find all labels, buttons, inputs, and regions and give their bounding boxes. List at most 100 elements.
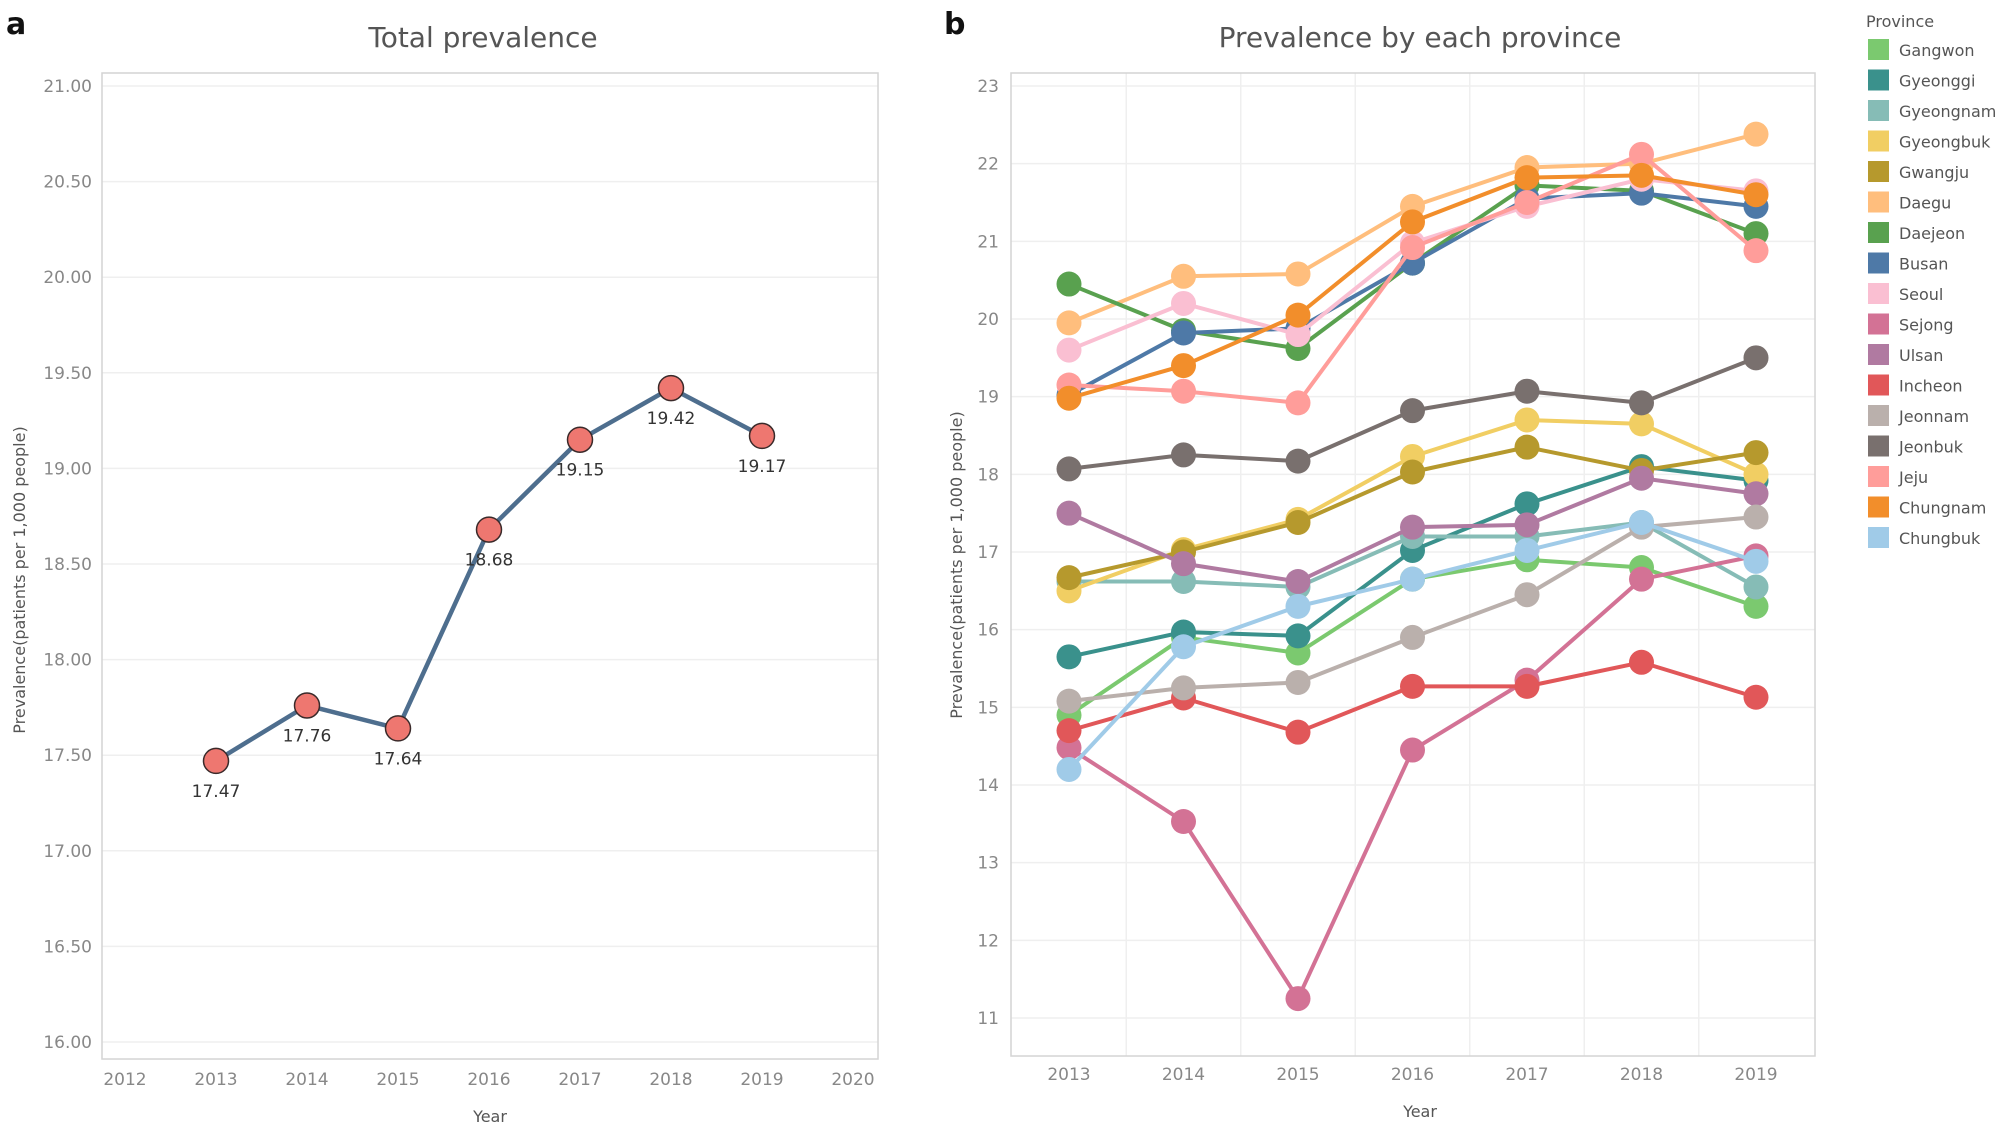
data-point-gangwon <box>1743 593 1769 619</box>
x-tick-label: 2015 <box>376 1070 419 1090</box>
data-point-jeonbuk <box>1514 378 1540 404</box>
series-ulsan <box>1056 465 1769 595</box>
data-point-gwangju <box>1514 434 1540 460</box>
legend-item-busan: Busan <box>1868 252 1948 274</box>
series-jeju <box>1056 141 1769 416</box>
y-tick-label: 21 <box>977 232 999 252</box>
data-label: 17.76 <box>283 726 332 746</box>
chart-b-y-ticks: 11 12 13 14 15 16 17 18 19 20 21 22 23 <box>977 77 999 1029</box>
legend-item-chungbuk: Chungbuk <box>1868 527 1981 548</box>
y-tick-label: 12 <box>977 931 999 951</box>
province-legend: Province Gangwon Gyeonggi Gyeongnam Gyeongb… <box>1866 12 1996 548</box>
data-point-jeonnam <box>1285 669 1311 695</box>
y-tick-label: 18.00 <box>43 651 92 671</box>
y-tick-label: 19.00 <box>43 459 92 479</box>
y-tick-label: 23 <box>977 77 999 97</box>
x-tick-label: 2017 <box>1505 1065 1548 1085</box>
data-point-jeju <box>1171 378 1196 404</box>
legend-swatch <box>1868 100 1889 121</box>
panel-a-letter: a <box>6 7 26 42</box>
y-tick-label: 17.50 <box>43 746 92 766</box>
chart-a-x-ticks: 2012 2013 2014 2015 2016 2017 2018 2019 2020 <box>103 1070 874 1090</box>
legend-label: Gyeongbuk <box>1899 133 1991 152</box>
data-point-jeonbuk <box>1629 390 1654 416</box>
data-point-gwangju <box>1285 509 1311 535</box>
y-tick-label: 14 <box>977 776 999 796</box>
data-label: 17.47 <box>192 782 241 802</box>
data-point-incheon <box>1400 673 1425 699</box>
chart-a-frame <box>101 72 879 1060</box>
y-tick-label: 11 <box>977 1009 999 1029</box>
data-point-incheon <box>1285 719 1311 745</box>
x-tick-label: 2019 <box>740 1070 783 1090</box>
data-label: 18.68 <box>465 551 514 571</box>
data-point-gyeongbuk <box>1514 407 1540 433</box>
legend-swatch <box>1868 435 1889 457</box>
data-point-gyeonggi <box>1285 623 1311 649</box>
chart-a-y-ticks: 16.00 16.50 17.00 17.50 18.00 18.50 19.00 19.50… <box>43 77 92 1053</box>
y-tick-label: 19.50 <box>43 364 92 384</box>
legend-item-gyeongnam: Gyeongnam <box>1868 100 1996 121</box>
legend-label: Gangwon <box>1899 41 1975 60</box>
data-point-jeonnam <box>1400 624 1425 650</box>
y-tick-label: 17 <box>977 543 999 563</box>
data-point-jeonnam <box>1056 688 1082 714</box>
data-point-daejeon <box>1056 271 1082 297</box>
legend-title: Province <box>1866 12 1934 31</box>
province-prevalence-chart: Prevalence by each province 11 12 13 14 15 16… <box>947 21 1816 1121</box>
data-point-ulsan <box>1171 551 1196 577</box>
x-tick-label: 2018 <box>649 1070 692 1090</box>
x-tick-label: 2012 <box>103 1070 146 1090</box>
data-point <box>384 715 412 742</box>
data-point-jeju <box>1400 235 1425 261</box>
data-point-gyeonggi <box>1514 491 1540 517</box>
chart-b-x-axis-label: Year <box>1402 1102 1437 1121</box>
data-point-jeonbuk <box>1056 456 1082 482</box>
chart-b-title: Prevalence by each province <box>1219 21 1622 54</box>
legend-label: Gyeongnam <box>1899 102 1996 121</box>
y-tick-label: 19 <box>977 388 999 408</box>
legend-item-incheon: Incheon <box>1868 374 1963 396</box>
y-tick-label: 22 <box>977 155 999 175</box>
data-point-sejong <box>1629 566 1654 592</box>
x-tick-label: 2015 <box>1276 1065 1319 1085</box>
x-tick-label: 2020 <box>831 1070 874 1090</box>
y-tick-label: 13 <box>977 854 999 874</box>
series-incheon <box>1056 649 1769 745</box>
legend-swatch <box>1868 527 1889 548</box>
data-point-jeju <box>1285 390 1311 416</box>
chart-b-x-ticks: 2013 2014 2015 2016 2017 2018 2019 <box>1047 1065 1777 1085</box>
legend-label: Chungnam <box>1899 499 1986 518</box>
data-point-chungbuk <box>1056 756 1082 782</box>
y-tick-label: 18.50 <box>43 555 92 575</box>
data-point-jeju <box>1514 190 1540 215</box>
data-point-ulsan <box>1056 500 1082 526</box>
data-point-gyeongnam <box>1743 574 1769 600</box>
data-point-jeonbuk <box>1743 345 1769 371</box>
data-point-chungbuk <box>1514 537 1540 563</box>
data-point-chungnam <box>1056 385 1082 411</box>
data-point-gwangju <box>1400 459 1425 485</box>
legend-label: Sejong <box>1899 316 1954 335</box>
data-point-chungnam <box>1743 182 1769 208</box>
data-point-busan <box>1171 320 1196 346</box>
data-point-ulsan <box>1629 465 1654 491</box>
data-point-gyeongnam <box>1171 569 1196 595</box>
legend-swatch <box>1868 130 1889 152</box>
data-point <box>566 426 594 453</box>
data-point-incheon <box>1743 684 1769 710</box>
data-point-gangwon <box>1285 640 1311 666</box>
series-line-sejong <box>1067 553 1757 1001</box>
legend-swatch <box>1868 496 1889 518</box>
legend-item-daegu: Daegu <box>1868 191 1951 213</box>
data-point-gwangju <box>1056 565 1082 591</box>
legend-swatch <box>1868 222 1889 243</box>
data-point-gwangju <box>1743 440 1769 466</box>
data-point-jeonnam <box>1171 675 1196 701</box>
data-point-sejong <box>1285 986 1311 1012</box>
x-tick-label: 2019 <box>1734 1065 1777 1085</box>
data-label: 19.15 <box>556 461 605 481</box>
data-point-chungbuk <box>1743 548 1769 574</box>
data-point-jeju <box>1743 238 1769 264</box>
data-point-chungbuk <box>1629 509 1654 535</box>
